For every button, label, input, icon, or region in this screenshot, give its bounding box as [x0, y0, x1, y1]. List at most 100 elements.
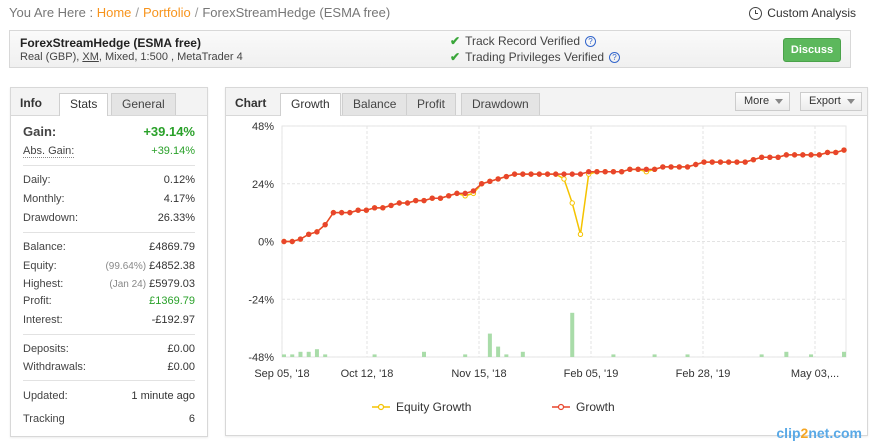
growth-point — [347, 209, 353, 216]
growth-point — [413, 197, 419, 204]
growth-point — [758, 154, 765, 160]
more-dropdown[interactable]: More — [735, 92, 791, 111]
divider — [23, 232, 195, 233]
info-tabs: Info Stats General — [11, 88, 207, 116]
growth-point — [586, 169, 592, 175]
growth-point — [668, 164, 674, 170]
equity-growth-point — [577, 231, 584, 237]
help-icon[interactable]: ? — [609, 51, 621, 63]
activity-bar — [314, 349, 319, 357]
breadcrumb: You Are Here : Home / Portfolio / ForexStrea… — [9, 5, 390, 20]
growth-point — [742, 159, 748, 165]
custom-analysis-link[interactable]: Custom Analysis — [749, 6, 856, 20]
gain-value: +39.14% — [143, 124, 195, 139]
growth-point — [437, 195, 444, 201]
growth-point — [520, 171, 526, 177]
growth-point — [281, 238, 287, 245]
highest-value: £5979.03 — [149, 278, 195, 290]
interest-label: Interest: — [23, 314, 63, 326]
y-tick-label: 48% — [252, 121, 274, 133]
growth-point — [561, 171, 567, 177]
activity-bar — [759, 354, 764, 357]
tracking-row: Tracking 6 — [23, 413, 195, 425]
activity-bar — [323, 354, 328, 357]
x-tick-label: Oct 12, '18 — [341, 368, 394, 380]
tab-balance[interactable]: Balance — [342, 93, 408, 115]
deposits-label: Deposits: — [23, 343, 69, 355]
activity-bar — [282, 354, 286, 357]
activity-bar — [298, 351, 303, 357]
activity-bar — [784, 351, 789, 357]
breadcrumb-prefix: You Are Here : — [9, 5, 94, 20]
broker-link[interactable]: XM — [82, 51, 99, 63]
growth-point — [544, 171, 551, 177]
daily-label: Daily: — [23, 174, 51, 186]
more-label: More — [744, 95, 770, 107]
custom-analysis-label: Custom Analysis — [767, 6, 856, 20]
growth-point — [446, 193, 452, 199]
deposits-value: £0.00 — [167, 343, 195, 355]
growth-point — [495, 176, 501, 182]
tab-profit[interactable]: Profit — [406, 93, 457, 115]
tab-growth[interactable]: Growth — [280, 93, 341, 116]
equity-growth-point — [561, 176, 567, 182]
y-tick-label: -24% — [248, 294, 274, 306]
breadcrumb-current: ForexStreamHedge (ESMA free) — [202, 5, 391, 20]
gain-row: Gain: +39.14% — [23, 124, 195, 139]
growth-point — [503, 173, 510, 180]
tab-stats[interactable]: Stats — [59, 93, 109, 116]
highest-label: Highest: — [23, 278, 64, 290]
growth-point — [553, 171, 559, 177]
equity-growth-point — [569, 200, 575, 206]
discuss-button[interactable]: Discuss — [783, 38, 841, 62]
breadcrumb-portfolio-link[interactable]: Portfolio — [143, 5, 191, 20]
brand-part-c: net.com — [808, 425, 862, 441]
gain-label: Gain: — [23, 124, 57, 139]
breadcrumb-separator: / — [135, 5, 140, 20]
trading-privileges-label: Trading Privileges Verified — [465, 50, 605, 64]
brand-part-a: clip — [776, 425, 801, 441]
drawdown-row: Drawdown: 26.33% — [23, 212, 195, 224]
export-label: Export — [809, 95, 841, 107]
activity-bar — [306, 351, 311, 357]
growth-point — [536, 171, 542, 177]
x-tick-label: Nov 15, '18 — [451, 368, 506, 380]
tab-drawdown[interactable]: Drawdown — [461, 93, 540, 115]
tab-general[interactable]: General — [111, 93, 176, 115]
system-name: ForexStreamHedge (ESMA free) — [20, 36, 201, 50]
profit-label: Profit: — [23, 295, 52, 307]
growth-point — [841, 147, 847, 153]
legend-growth[interactable]: Growth — [552, 400, 615, 414]
chart-tabs: Chart Growth Balance Profit Drawdown Mor… — [226, 88, 867, 116]
chart-panel: Chart Growth Balance Profit Drawdown Mor… — [225, 87, 868, 436]
growth-point — [767, 154, 773, 160]
growth-point — [627, 166, 633, 173]
tracking-value: 6 — [188, 413, 195, 425]
growth-point — [388, 202, 394, 209]
interest-row: Interest: -£192.97 — [23, 314, 195, 326]
growth-point — [462, 190, 468, 197]
equity-row: Equity: (99.64%) £4852.38 — [23, 260, 195, 272]
growth-point — [380, 205, 386, 211]
activity-bar — [463, 354, 468, 357]
growth-point — [651, 166, 658, 173]
balance-label: Balance: — [23, 241, 66, 253]
chevron-down-icon — [775, 99, 784, 104]
activity-bar — [290, 354, 295, 357]
profit-value: £1369.79 — [149, 295, 195, 307]
growth-point — [816, 152, 822, 158]
help-icon[interactable]: ? — [585, 35, 596, 47]
export-dropdown[interactable]: Export — [800, 92, 862, 111]
growth-point — [404, 200, 411, 206]
breadcrumb-separator: / — [194, 5, 199, 20]
growth-point — [676, 164, 682, 170]
growth-point — [618, 169, 625, 175]
activity-bar — [809, 354, 814, 357]
legend-equity-label: Equity Growth — [396, 400, 472, 414]
breadcrumb-home-link[interactable]: Home — [96, 5, 132, 20]
withdrawals-value: £0.00 — [167, 361, 195, 373]
legend-equity-growth[interactable]: Equity Growth — [372, 400, 471, 414]
y-tick-label: 24% — [252, 179, 274, 191]
info-panel: Info Stats General Gain: +39.14% Abs. Ga… — [10, 87, 208, 437]
growth-point — [487, 178, 493, 185]
